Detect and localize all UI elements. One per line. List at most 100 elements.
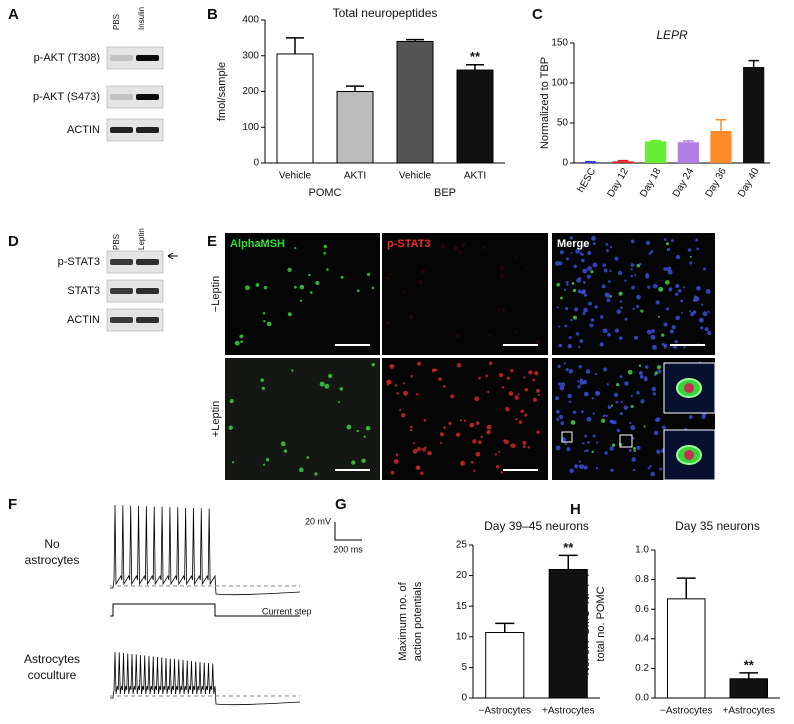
cell <box>655 300 660 305</box>
cell <box>577 289 582 294</box>
cell <box>574 464 579 469</box>
cell <box>638 262 642 266</box>
cell <box>602 328 608 334</box>
y-axis-label: Maximum no. of <box>397 581 409 660</box>
cell <box>587 250 592 256</box>
error-bar <box>650 139 661 142</box>
cell <box>582 244 586 248</box>
cell <box>632 307 635 311</box>
cell <box>510 444 513 447</box>
cell <box>644 365 649 369</box>
cell <box>245 285 250 291</box>
bar <box>612 161 634 163</box>
cell <box>592 242 596 246</box>
cell <box>659 467 663 471</box>
cell <box>619 411 623 416</box>
cell <box>616 428 621 433</box>
cell <box>628 448 632 452</box>
cell <box>651 344 657 350</box>
cell <box>607 280 611 283</box>
cell <box>657 369 662 374</box>
cell <box>291 369 294 372</box>
y-axis-label: Normalized to TBP <box>539 57 551 149</box>
cell <box>630 239 635 244</box>
cell <box>283 449 288 453</box>
cell <box>595 390 601 396</box>
cell <box>439 432 445 437</box>
cell <box>704 327 709 332</box>
cell <box>560 421 565 426</box>
cell <box>522 440 527 445</box>
cell <box>599 315 604 319</box>
cell <box>658 286 664 292</box>
group-label: POMC <box>309 187 342 199</box>
cell <box>674 339 678 344</box>
cell <box>410 374 413 378</box>
error-bar <box>617 159 629 162</box>
cell <box>287 312 292 317</box>
cell <box>255 283 260 287</box>
band <box>110 94 133 100</box>
cell <box>418 280 423 285</box>
cell <box>633 449 636 453</box>
cell <box>592 412 595 415</box>
cell <box>602 263 607 267</box>
cell <box>585 369 591 374</box>
cell <box>417 361 422 366</box>
cell <box>577 380 580 383</box>
cell <box>416 466 421 470</box>
cell <box>582 312 586 315</box>
cell <box>228 425 233 430</box>
cell <box>515 331 518 334</box>
cell <box>566 283 569 287</box>
cell <box>417 447 422 451</box>
cell <box>645 272 649 277</box>
bar <box>729 678 768 699</box>
cell <box>630 394 633 397</box>
cell <box>504 439 509 445</box>
cell <box>570 318 573 322</box>
y-tick-label: 100 <box>551 78 568 89</box>
cell <box>586 274 592 279</box>
cell <box>675 292 679 296</box>
cell <box>603 367 608 372</box>
cell <box>668 288 672 292</box>
cell <box>630 404 634 409</box>
band <box>136 55 159 61</box>
lane-label: Insulin <box>137 7 146 30</box>
cell <box>486 424 492 430</box>
cell <box>618 336 623 340</box>
cell <box>650 249 654 253</box>
error-bar <box>715 119 727 131</box>
x-tick-label: Vehicle <box>399 171 432 182</box>
cell <box>402 289 406 294</box>
cell <box>525 266 528 269</box>
bar <box>548 568 588 699</box>
y-tick-label: 0.6 <box>635 604 649 615</box>
cell <box>702 311 708 317</box>
cell <box>595 466 599 470</box>
x-tick-label: +Astrocytes <box>542 706 595 717</box>
cell <box>567 393 572 399</box>
cell <box>239 334 244 339</box>
cell <box>524 413 528 417</box>
cell <box>498 450 501 453</box>
cell <box>515 417 518 421</box>
cell <box>499 265 505 271</box>
cell <box>579 380 585 385</box>
row-label: p-STAT3 <box>58 256 100 268</box>
column-label: Merge <box>557 238 589 250</box>
cell <box>602 414 606 418</box>
lane-label: PBS <box>112 234 121 250</box>
band <box>110 127 133 133</box>
bar <box>579 162 601 163</box>
cell <box>689 255 692 258</box>
cell <box>640 399 645 404</box>
cell <box>532 378 536 382</box>
cell <box>675 283 680 289</box>
x-tick-label: Day 40 <box>736 166 762 199</box>
cell <box>394 384 398 387</box>
cell <box>536 388 541 393</box>
cell <box>665 307 670 311</box>
cell <box>480 435 483 439</box>
